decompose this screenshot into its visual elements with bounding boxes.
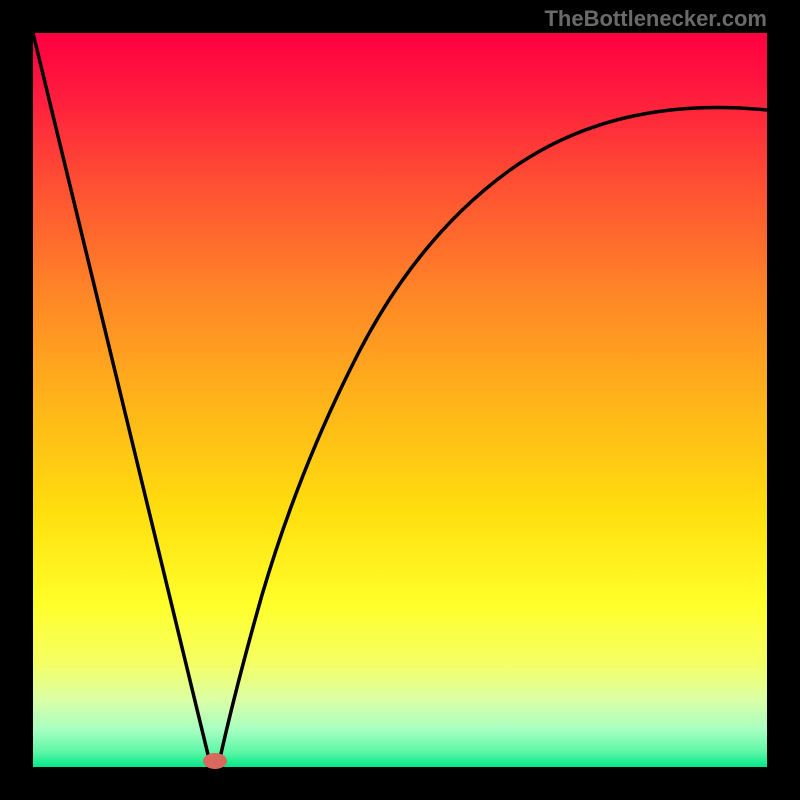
chart-container: TheBottlenecker.com	[0, 0, 800, 800]
minimum-marker	[203, 753, 227, 769]
right-curve	[218, 108, 767, 768]
watermark-text: TheBottlenecker.com	[544, 6, 767, 32]
plot-area	[33, 33, 767, 767]
left-curve	[33, 33, 211, 767]
curve-layer	[0, 0, 800, 800]
